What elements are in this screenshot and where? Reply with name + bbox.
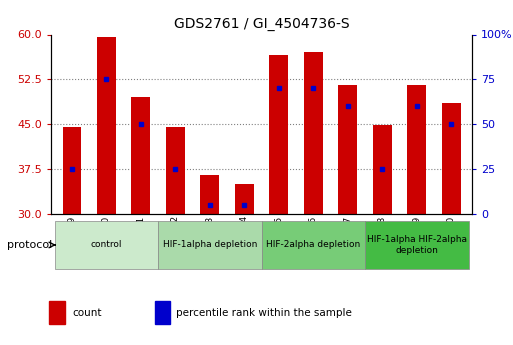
Bar [235,184,254,214]
Bar [373,125,392,214]
Bar [269,56,288,214]
Text: HIF-2alpha depletion: HIF-2alpha depletion [266,240,361,249]
Bar [155,301,170,324]
Bar [304,52,323,214]
Bar [49,301,65,324]
Bar [407,85,426,214]
Bar [365,221,468,269]
Bar [131,97,150,214]
Text: HIF-1alpha depletion: HIF-1alpha depletion [163,240,257,249]
Title: GDS2761 / GI_4504736-S: GDS2761 / GI_4504736-S [174,17,349,31]
Bar [442,103,461,214]
Text: control: control [91,240,122,249]
Bar [63,127,82,214]
Bar [262,221,365,269]
Bar [97,38,116,214]
Text: HIF-1alpha HIF-2alpha
depletion: HIF-1alpha HIF-2alpha depletion [367,235,467,255]
Bar [339,85,358,214]
Bar [166,127,185,214]
Text: count: count [72,308,102,318]
Bar [55,221,158,269]
Bar [158,221,262,269]
Text: percentile rank within the sample: percentile rank within the sample [176,308,352,318]
Bar [201,175,220,214]
Text: protocol: protocol [7,240,52,250]
